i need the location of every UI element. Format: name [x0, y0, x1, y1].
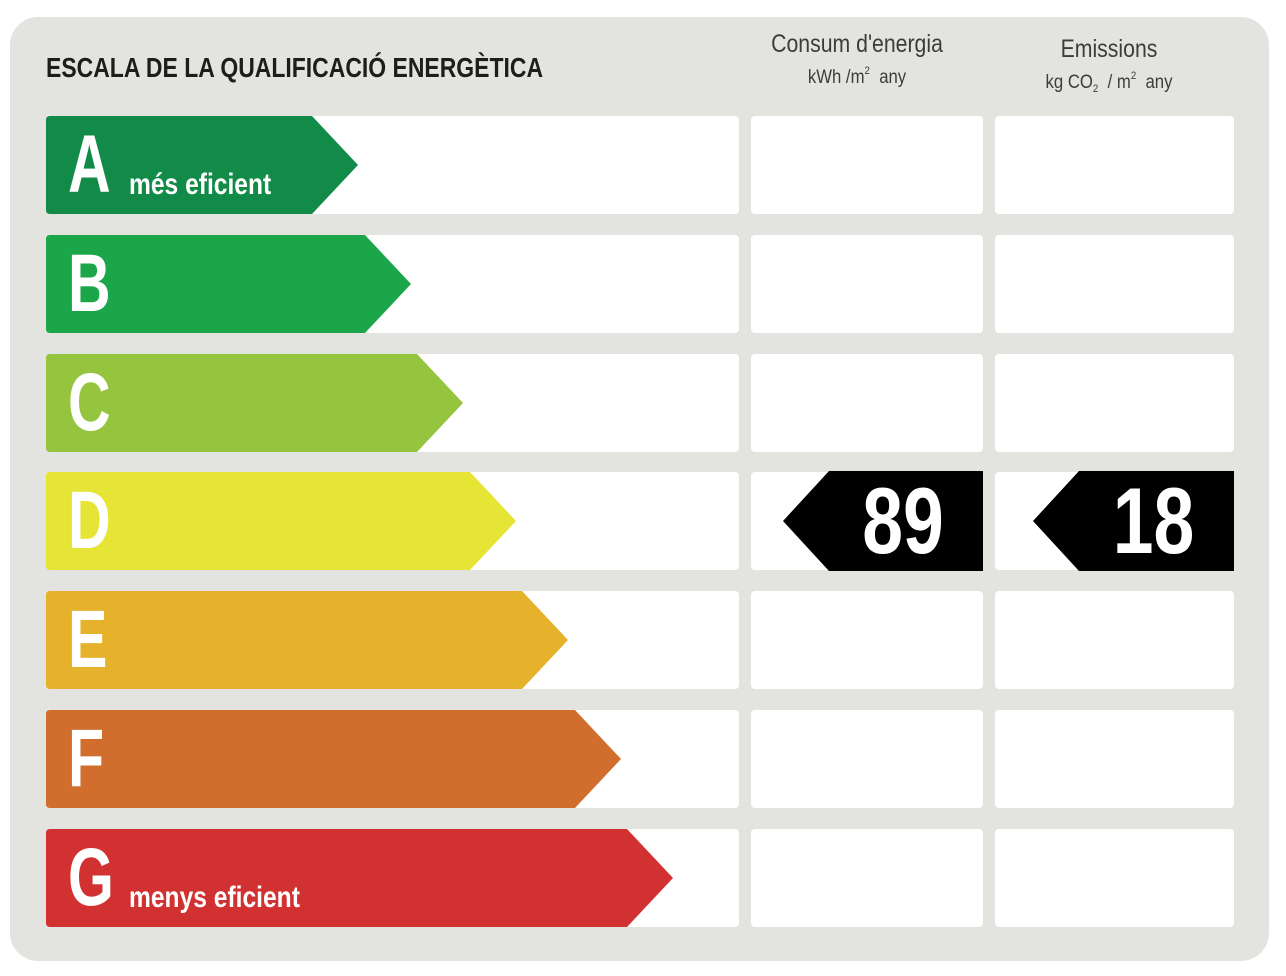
- rating-arrow-c: C: [46, 354, 463, 452]
- rating-letter-d: D: [68, 475, 111, 566]
- emissions-marker-shape: [1033, 471, 1234, 571]
- emissions-cell-c: [995, 354, 1234, 452]
- emissions-cell-e: [995, 591, 1234, 689]
- rating-arrow-shape-d: [46, 472, 516, 570]
- consumption-cell-e: [751, 591, 983, 689]
- scale-title: ESCALA DE LA QUALIFICACIÓ ENERGÈTICA: [46, 52, 544, 83]
- rating-arrow-shape-b: [46, 235, 411, 333]
- rating-arrow-shape-a: [46, 116, 358, 214]
- rating-letter-f: F: [68, 713, 105, 804]
- consumption-marker-shape: [783, 471, 983, 571]
- rating-letter-c: C: [68, 357, 111, 448]
- emissions-cell-f: [995, 710, 1234, 808]
- consumption-cell-g: [751, 829, 983, 927]
- rating-note-a: més eficient: [129, 168, 272, 201]
- rating-letter-g: G: [68, 832, 114, 923]
- consumption-cell-b: [751, 235, 983, 333]
- rating-arrow-shape-e: [46, 591, 568, 689]
- emissions-unit: kg CO2 / m2 any: [1045, 70, 1173, 95]
- rating-arrow-shape-g: [46, 829, 673, 927]
- consumption-cell-c: [751, 354, 983, 452]
- rating-arrow-b: B: [46, 235, 411, 333]
- emissions-label: Emissions: [1060, 35, 1158, 63]
- emissions-header: Emissions kg CO2 / m2 any: [995, 35, 1223, 95]
- consumption-label: Consum d'energia: [771, 30, 943, 58]
- rating-arrow-e: E: [46, 591, 568, 689]
- rating-letter-a: A: [68, 119, 111, 210]
- rating-note-g: menys eficient: [129, 881, 300, 914]
- consumption-cell-f: [751, 710, 983, 808]
- emissions-marker-value: 18: [1112, 468, 1195, 573]
- consumption-header: Consum d'energia kWh /m2 any: [752, 30, 962, 89]
- rating-letter-e: E: [68, 594, 108, 685]
- emissions-cell-b: [995, 235, 1234, 333]
- emissions-marker: 18: [1033, 471, 1234, 571]
- emissions-cell-a: [995, 116, 1234, 214]
- consumption-marker-value: 89: [862, 468, 944, 573]
- rating-arrow-shape-c: [46, 354, 463, 452]
- rating-arrow-shape-f: [46, 710, 621, 808]
- consumption-marker: 89: [783, 471, 983, 571]
- rating-arrow-d: D: [46, 472, 516, 570]
- consumption-unit: kWh /m2 any: [807, 65, 907, 88]
- rating-letter-b: B: [68, 238, 111, 329]
- emissions-cell-g: [995, 829, 1234, 927]
- rating-arrow-f: F: [46, 710, 621, 808]
- consumption-cell-a: [751, 116, 983, 214]
